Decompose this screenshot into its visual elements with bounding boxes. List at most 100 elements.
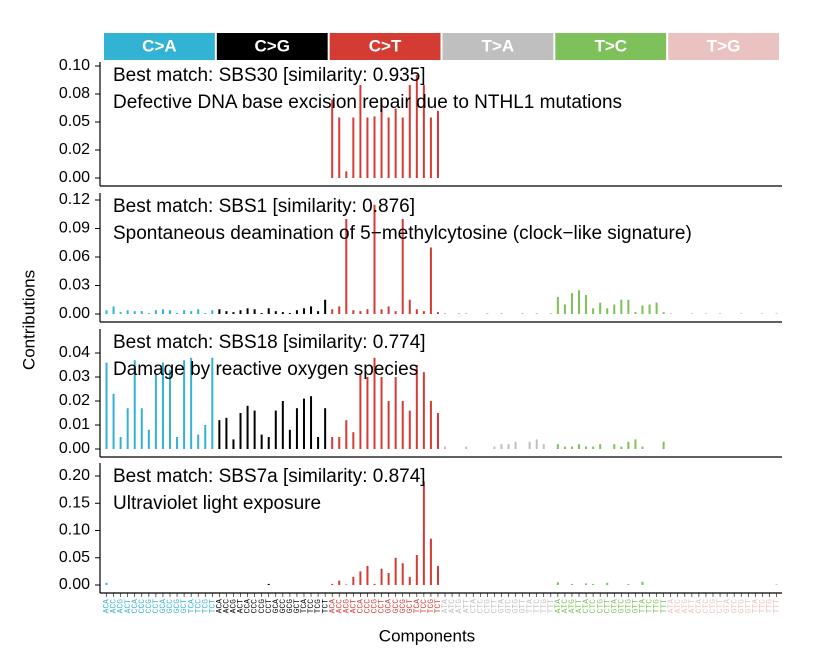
- group-strip: [442, 33, 554, 60]
- y-tick-label: 0.00: [59, 440, 90, 457]
- bar: [599, 444, 602, 449]
- bar: [302, 308, 305, 314]
- bar: [373, 583, 376, 585]
- group-label: T>G: [707, 36, 741, 55]
- y-tick-label: 0.05: [59, 549, 90, 566]
- bar: [394, 108, 397, 178]
- x-tick-label: CTC: [702, 599, 711, 614]
- bar: [274, 410, 277, 449]
- bar: [387, 401, 390, 449]
- bar: [176, 437, 179, 449]
- bar: [105, 582, 108, 585]
- group-strip: [216, 33, 328, 60]
- annotation: Best match: SBS30 [similarity: 0.935]: [113, 65, 426, 86]
- bar: [394, 311, 397, 314]
- group-label: C>T: [369, 36, 402, 55]
- bar: [295, 408, 298, 449]
- bar: [429, 117, 432, 178]
- annotation: Best match: SBS18 [similarity: 0.774]: [113, 332, 426, 353]
- bar: [549, 313, 552, 314]
- bar: [225, 417, 228, 449]
- bar: [599, 302, 602, 314]
- bar: [401, 219, 404, 314]
- x-tick-label: TTT: [660, 599, 669, 614]
- group-label: T>A: [482, 36, 515, 55]
- bar: [366, 377, 369, 449]
- bar: [331, 437, 334, 449]
- bar: [556, 444, 559, 449]
- x-tick-label: ATG: [455, 599, 464, 614]
- x-tick-label: CTT: [603, 599, 612, 614]
- bar: [310, 396, 313, 449]
- bar: [225, 311, 228, 314]
- bar: [211, 310, 214, 314]
- bar: [613, 304, 616, 314]
- bar: [429, 401, 432, 449]
- y-tick-label: 0.15: [59, 494, 90, 511]
- x-tick-label: GTC: [617, 599, 626, 614]
- bar: [429, 538, 432, 585]
- bar: [436, 413, 439, 449]
- bar: [535, 313, 538, 314]
- bar: [119, 312, 122, 314]
- bar: [366, 117, 369, 178]
- x-tick-label: CCT: [378, 599, 387, 614]
- x-tick-label: ACG: [230, 599, 239, 614]
- bar: [168, 369, 171, 449]
- x-tick-label: CTG: [596, 599, 605, 614]
- bar: [267, 583, 270, 585]
- x-tick-label: GCC: [166, 599, 175, 614]
- bar: [373, 116, 376, 178]
- bar: [655, 302, 658, 314]
- bar: [338, 437, 341, 449]
- x-tick-label: GTA: [723, 599, 732, 614]
- bar: [352, 310, 355, 314]
- bar: [465, 446, 468, 449]
- x-tick-label: TCA: [413, 599, 422, 614]
- bar: [570, 446, 573, 449]
- bar: [408, 299, 411, 314]
- bar: [641, 446, 644, 449]
- bar: [528, 441, 531, 449]
- x-tick-label: TTG: [653, 599, 662, 614]
- x-tick-label: CCA: [244, 599, 253, 614]
- bar: [465, 313, 468, 314]
- bar: [190, 311, 193, 314]
- bar: [486, 313, 489, 314]
- x-tick-label: CTG: [709, 599, 718, 614]
- x-tick-label: CCC: [251, 599, 260, 614]
- x-tick-label: TCG: [201, 599, 210, 614]
- bar: [274, 311, 277, 314]
- bar: [458, 313, 461, 314]
- bar: [253, 309, 256, 314]
- bar: [366, 309, 369, 314]
- bar: [324, 299, 327, 314]
- bar: [436, 565, 439, 585]
- x-tick-label: TCT: [208, 599, 217, 614]
- bar: [126, 310, 129, 314]
- bar: [239, 310, 242, 314]
- x-tick-label: GCT: [180, 599, 189, 614]
- x-tick-label: TCC: [307, 599, 316, 614]
- x-tick-label: CCC: [364, 599, 373, 614]
- x-tick-label: GCT: [406, 599, 415, 614]
- y-tick-label: 0.01: [59, 416, 90, 433]
- bar: [246, 405, 249, 449]
- bar: [415, 555, 418, 585]
- x-tick-label: TCC: [420, 599, 429, 614]
- bar: [183, 310, 186, 314]
- bar: [585, 295, 588, 314]
- bar: [627, 441, 630, 449]
- bar: [592, 583, 595, 585]
- x-tick-label: GTG: [512, 599, 521, 614]
- x-tick-label: TCC: [194, 599, 203, 614]
- bar: [606, 308, 609, 314]
- bar: [133, 311, 136, 314]
- bar: [147, 429, 150, 449]
- bar: [366, 565, 369, 585]
- x-tick-label: GTA: [610, 599, 619, 614]
- bar: [408, 576, 411, 585]
- bar: [401, 563, 404, 585]
- bar: [359, 311, 362, 314]
